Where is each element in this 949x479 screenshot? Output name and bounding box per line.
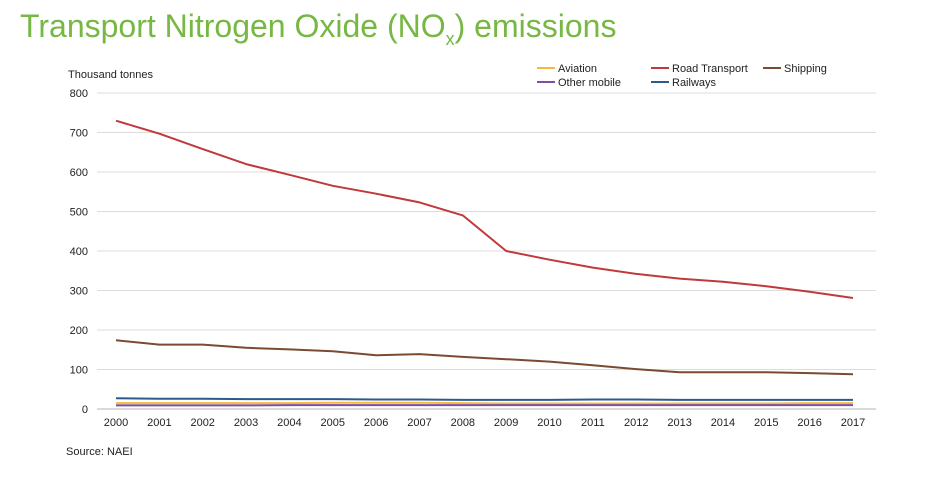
x-tick-label: 2010 xyxy=(537,417,561,429)
x-tick-label: 2009 xyxy=(494,417,518,429)
legend-label-road-transport: Road Transport xyxy=(672,63,748,75)
legend-label-other-mobile: Other mobile xyxy=(558,77,621,89)
y-axis-ticks: 0 100 200 300 400 500 600 700 800 xyxy=(70,88,88,416)
y-tick-label: 400 xyxy=(70,246,88,258)
x-tick-label: 2013 xyxy=(667,417,691,429)
x-axis-ticks: 2000 2001 2002 2003 2004 2005 2006 2007 2008 2009… xyxy=(104,417,865,429)
y-tick-label: 300 xyxy=(70,286,88,298)
source-note: Source: NAEI xyxy=(66,446,133,458)
x-tick-label: 2008 xyxy=(451,417,475,429)
x-tick-label: 2011 xyxy=(581,417,605,429)
y-tick-label: 500 xyxy=(70,207,88,219)
x-tick-label: 2006 xyxy=(364,417,388,429)
y-tick-label: 800 xyxy=(70,88,88,100)
legend-label-railways: Railways xyxy=(672,77,717,89)
gridlines xyxy=(97,92,876,410)
series-line-aviation xyxy=(116,401,853,405)
legend-label-shipping: Shipping xyxy=(784,63,827,75)
x-tick-label: 2007 xyxy=(407,417,431,429)
y-tick-label: 600 xyxy=(70,167,88,179)
x-tick-label: 2000 xyxy=(104,417,128,429)
series-line-road-transport xyxy=(115,119,854,299)
legend-label-aviation: Aviation xyxy=(558,63,597,75)
x-tick-label: 2003 xyxy=(234,417,258,429)
y-tick-label: 700 xyxy=(70,128,88,140)
y-tick-label: 100 xyxy=(70,365,88,377)
series-line-railways xyxy=(115,397,853,401)
x-tick-label: 2017 xyxy=(841,417,865,429)
page-title: Transport Nitrogen Oxide (NOx) emissions xyxy=(20,8,617,49)
x-tick-label: 2014 xyxy=(711,417,735,429)
x-tick-label: 2001 xyxy=(147,417,171,429)
y-tick-label: 0 xyxy=(82,404,88,416)
series-line-shipping xyxy=(115,339,854,376)
x-tick-label: 2005 xyxy=(321,417,345,429)
x-tick-label: 2016 xyxy=(797,417,821,429)
x-tick-label: 2012 xyxy=(624,417,648,429)
y-axis-label: Thousand tonnes xyxy=(68,69,154,81)
legend: Aviation Road Transport Shipping Other mobi… xyxy=(537,63,827,89)
x-tick-label: 2004 xyxy=(277,417,301,429)
x-tick-label: 2015 xyxy=(754,417,778,429)
series-lines xyxy=(115,119,854,407)
y-tick-label: 200 xyxy=(70,325,88,337)
x-tick-label: 2002 xyxy=(190,417,214,429)
